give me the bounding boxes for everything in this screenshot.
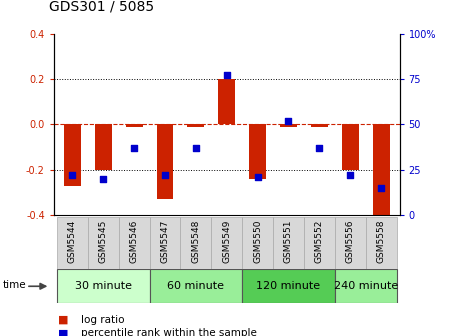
Bar — [64, 124, 81, 185]
Bar — [242, 217, 273, 269]
Text: 120 minute: 120 minute — [256, 281, 321, 291]
Bar — [335, 269, 396, 303]
Bar — [373, 124, 390, 220]
Text: GDS301 / 5085: GDS301 / 5085 — [49, 0, 154, 13]
Bar — [280, 124, 297, 127]
Text: GSM5552: GSM5552 — [315, 220, 324, 263]
Text: GSM5547: GSM5547 — [160, 220, 170, 263]
Text: GSM5546: GSM5546 — [130, 220, 139, 263]
Text: time: time — [2, 280, 26, 290]
Text: 30 minute: 30 minute — [75, 281, 132, 291]
Bar — [180, 217, 211, 269]
Point — [131, 145, 138, 151]
Bar — [57, 269, 150, 303]
Bar — [249, 124, 266, 179]
Text: ■: ■ — [58, 328, 69, 336]
Text: GSM5556: GSM5556 — [346, 220, 355, 263]
Text: 60 minute: 60 minute — [167, 281, 224, 291]
Point — [285, 118, 292, 123]
Bar — [150, 269, 242, 303]
Text: percentile rank within the sample: percentile rank within the sample — [81, 328, 257, 336]
Bar — [311, 124, 328, 127]
Point — [100, 176, 107, 181]
Text: ■: ■ — [58, 315, 69, 325]
Text: log ratio: log ratio — [81, 315, 124, 325]
Bar — [211, 217, 242, 269]
Point — [254, 174, 261, 180]
Text: GSM5544: GSM5544 — [68, 220, 77, 263]
Bar — [157, 124, 173, 199]
Text: GSM5548: GSM5548 — [191, 220, 200, 263]
Bar — [119, 217, 150, 269]
Bar — [187, 124, 204, 127]
Text: GSM5545: GSM5545 — [99, 220, 108, 263]
Bar — [304, 217, 335, 269]
Bar — [273, 217, 304, 269]
Point — [378, 185, 385, 191]
Bar — [218, 79, 235, 124]
Bar — [126, 124, 143, 127]
Text: 240 minute: 240 minute — [334, 281, 398, 291]
Bar — [150, 217, 180, 269]
Point — [316, 145, 323, 151]
Point — [347, 172, 354, 178]
Bar — [365, 217, 396, 269]
Text: GSM5549: GSM5549 — [222, 220, 231, 263]
Bar — [335, 217, 365, 269]
Point — [223, 73, 230, 78]
Point — [69, 172, 76, 178]
Text: GSM5550: GSM5550 — [253, 220, 262, 263]
Bar — [57, 217, 88, 269]
Bar — [242, 269, 335, 303]
Bar — [342, 124, 359, 170]
Point — [192, 145, 199, 151]
Text: GSM5551: GSM5551 — [284, 220, 293, 263]
Point — [162, 172, 169, 178]
Bar — [95, 124, 112, 170]
Bar — [88, 217, 119, 269]
Text: GSM5558: GSM5558 — [377, 220, 386, 263]
